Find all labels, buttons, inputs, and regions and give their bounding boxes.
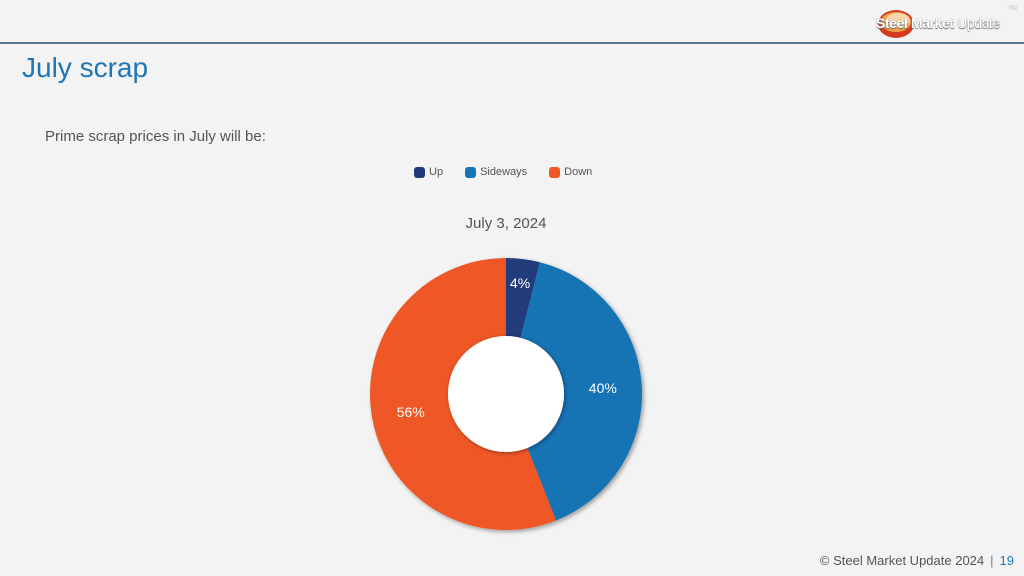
page-title: July scrap	[22, 52, 149, 83]
donut-chart: 4% 40% 56%	[370, 258, 642, 530]
legend-label-sideways: Sideways	[480, 166, 528, 178]
donut-slice-sideways	[520, 262, 642, 521]
subtitle: Prime scrap prices in July will be:	[45, 128, 266, 145]
legend-swatch-sideways	[465, 166, 477, 178]
data-label-down: 56%	[397, 404, 425, 420]
footer-separator: |	[990, 553, 994, 568]
legend-swatch-down	[549, 166, 561, 178]
donut-hole	[448, 336, 564, 452]
donut-slice-down	[370, 258, 557, 530]
data-label-sideways: 40%	[589, 380, 617, 396]
legend-item-sideways: Sideways	[465, 166, 527, 178]
logo-trademark: TM	[1008, 6, 1017, 12]
data-label-up: 4%	[510, 275, 530, 291]
legend-label-down: Down	[564, 166, 593, 178]
chart-title: July 3, 2024	[465, 215, 547, 232]
logo-swoosh-icon	[878, 10, 914, 38]
header-rule	[0, 42, 1024, 44]
footer-copyright: © Steel Market Update 2024	[819, 553, 985, 568]
chart-legend: Up Sideways Down	[414, 165, 614, 179]
steel-market-update-logo: Steel Market Update TM	[868, 4, 1018, 42]
legend-item-down: Down	[549, 166, 592, 178]
donut-slice-up	[506, 258, 540, 338]
legend-swatch-up	[414, 166, 425, 178]
legend-label-up: Up	[429, 166, 444, 178]
page-number: 19	[999, 553, 1014, 568]
logo-text: Steel Market Update	[876, 15, 1000, 31]
footer: © Steel Market Update 2024 | 19	[820, 553, 1014, 568]
legend-item-up: Up	[414, 166, 443, 178]
